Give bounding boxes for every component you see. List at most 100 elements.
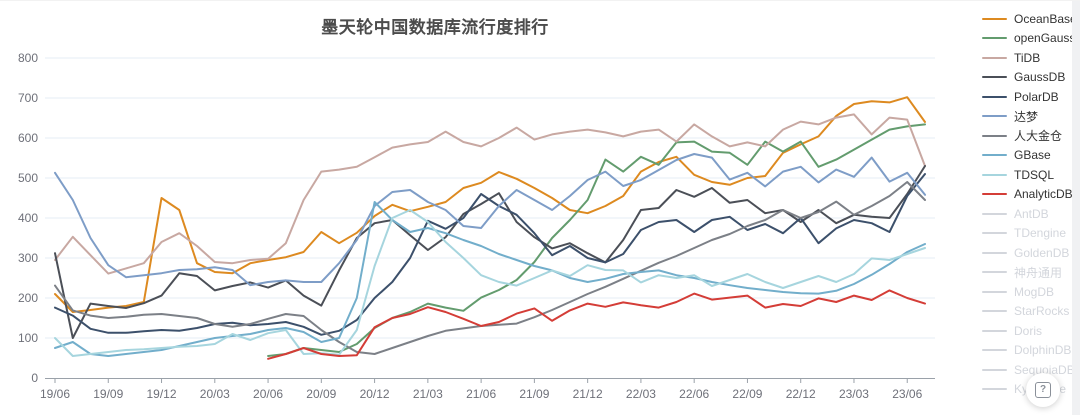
x-axis-label: 23/06 (892, 387, 922, 401)
legend-item-PolarDB[interactable]: PolarDB (982, 87, 1080, 107)
legend-line-swatch (982, 290, 1007, 293)
legend-item-GoldenDB[interactable]: GoldenDB (982, 243, 1080, 263)
x-axis-label: 21/09 (519, 387, 549, 401)
y-axis-label: 600 (18, 131, 38, 145)
legend-label: 人大金仓 (1014, 129, 1063, 144)
y-axis-label: 500 (18, 171, 38, 185)
legend-item-AntDB[interactable]: AntDB (982, 204, 1080, 224)
legend-line-swatch (982, 17, 1007, 20)
legend-line-swatch (982, 95, 1007, 98)
x-axis-label: 22/03 (626, 387, 656, 401)
series-line-PolarDB[interactable] (54, 173, 926, 336)
legend-label: GaussDB (1014, 70, 1066, 85)
legend-item-openGauss[interactable]: openGauss (982, 29, 1080, 49)
help-button[interactable]: ? (1026, 373, 1060, 407)
legend-item-TDengine[interactable]: TDengine (982, 224, 1080, 244)
legend-label: PolarDB (1014, 89, 1059, 104)
legend-item-MogDB[interactable]: MogDB (982, 282, 1080, 302)
legend-label: GoldenDB (1014, 245, 1070, 260)
legend-line-swatch (982, 154, 1007, 157)
x-axis-label: 21/06 (466, 387, 496, 401)
legend-line-swatch (982, 232, 1007, 235)
legend-line-swatch (982, 310, 1007, 313)
legend-label: 达梦 (1014, 109, 1039, 124)
legend-label: AnalyticDB (1014, 187, 1073, 202)
legend-item-TDSQL[interactable]: TDSQL (982, 165, 1080, 185)
x-axis-label: 19/06 (40, 387, 70, 401)
legend-label: openGauss (1014, 31, 1076, 46)
y-axis-label: 200 (18, 291, 38, 305)
x-axis-label: 21/12 (573, 387, 603, 401)
legend-label: TDengine (1014, 226, 1067, 241)
x-axis-label: 19/12 (147, 387, 177, 401)
legend-item-GaussDB[interactable]: GaussDB (982, 68, 1080, 88)
x-axis-label: 21/03 (413, 387, 443, 401)
x-axis-label: 22/06 (679, 387, 709, 401)
series-line-AnalyticDB[interactable] (267, 289, 926, 360)
x-axis-label: 23/03 (839, 387, 869, 401)
x-axis-label: 20/09 (306, 387, 336, 401)
y-axis-label: 0 (31, 371, 38, 385)
x-axis-label: 22/09 (732, 387, 762, 401)
chart-title: 墨天轮中国数据库流行度排行 (321, 18, 549, 37)
legend-line-swatch (982, 349, 1007, 352)
y-axis-label: 300 (18, 251, 38, 265)
series-line-GBase[interactable] (54, 201, 926, 357)
legend-item-AnalyticDB[interactable]: AnalyticDB (982, 185, 1080, 205)
legend-item-GBase[interactable]: GBase (982, 146, 1080, 166)
legend-line-swatch (982, 271, 1007, 274)
series-line-GaussDB[interactable] (54, 165, 926, 339)
y-axis-label: 700 (18, 91, 38, 105)
legend-label: StarRocks (1014, 304, 1070, 319)
x-axis-label: 20/06 (253, 387, 283, 401)
legend-line-swatch (982, 329, 1007, 332)
legend-item-TiDB[interactable]: TiDB (982, 48, 1080, 68)
question-icon: ? (1035, 382, 1051, 398)
legend-line-swatch (982, 134, 1007, 137)
legend-line-swatch (982, 251, 1007, 254)
legend-item-达梦[interactable]: 达梦 (982, 107, 1080, 127)
legend-item-OceanBase[interactable]: OceanBase (982, 9, 1080, 29)
legend-label: AntDB (1014, 206, 1049, 221)
series-line-达梦[interactable] (54, 153, 926, 287)
legend-label: TiDB (1014, 50, 1041, 65)
legend-label: MogDB (1014, 284, 1055, 299)
legend-item-StarRocks[interactable]: StarRocks (982, 302, 1080, 322)
legend-line-swatch (982, 56, 1007, 59)
x-axis-label: 20/03 (200, 387, 230, 401)
legend-label: 神舟通用 (1014, 265, 1063, 280)
series-line-OceanBase[interactable] (54, 96, 926, 313)
legend-line-swatch (982, 193, 1007, 196)
legend-label: SequoiaDB (1014, 362, 1075, 377)
x-axis-label: 20/12 (360, 387, 390, 401)
y-axis-label: 100 (18, 331, 38, 345)
legend-line-swatch (982, 212, 1007, 215)
chart-legend: OceanBase openGauss TiDB GaussDB PolarDB 达梦人大… (982, 9, 1080, 399)
x-axis-label: 19/09 (93, 387, 123, 401)
y-axis-label: 400 (18, 211, 38, 225)
legend-item-SequoiaDB[interactable]: SequoiaDB (982, 360, 1080, 380)
series-line-人大金仓[interactable] (54, 181, 926, 355)
x-axis-label: 22/12 (786, 387, 816, 401)
legend-label: DolphinDB (1014, 343, 1072, 358)
legend-item-Doris[interactable]: Doris (982, 321, 1080, 341)
legend-line-swatch (982, 388, 1007, 391)
legend-item-神舟通用[interactable]: 神舟通用 (982, 263, 1080, 283)
page-scrollbar[interactable] (1072, 1, 1080, 415)
legend-label: TDSQL (1014, 167, 1055, 182)
series-line-TiDB[interactable] (54, 113, 926, 275)
legend-line-swatch (982, 76, 1007, 79)
legend-label: Doris (1014, 323, 1043, 338)
legend-label: OceanBase (1014, 11, 1077, 26)
legend-line-swatch (982, 173, 1007, 176)
legend-label: GBase (1014, 148, 1051, 163)
y-axis-label: 800 (18, 51, 38, 65)
legend-line-swatch (982, 368, 1007, 371)
legend-item-DolphinDB[interactable]: DolphinDB (982, 341, 1080, 361)
legend-line-swatch (982, 37, 1007, 40)
legend-line-swatch (982, 115, 1007, 118)
series-line-TDSQL[interactable] (54, 209, 926, 357)
legend-item-人大金仓[interactable]: 人大金仓 (982, 126, 1080, 146)
